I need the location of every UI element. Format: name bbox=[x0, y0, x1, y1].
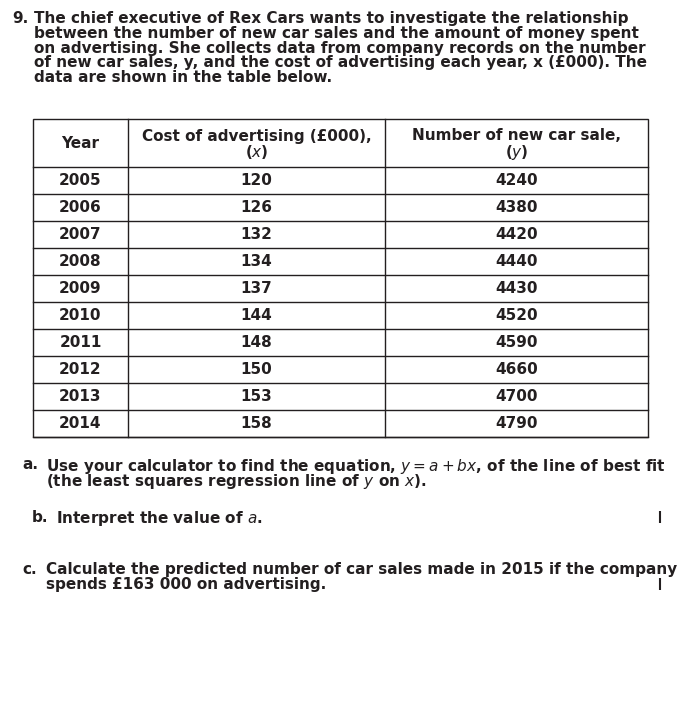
Text: c.: c. bbox=[22, 562, 37, 577]
Text: between the number of new car sales and the amount of money spent: between the number of new car sales and … bbox=[34, 26, 639, 41]
Text: on advertising. She collects data from company records on the number: on advertising. She collects data from c… bbox=[34, 41, 645, 56]
Text: 4700: 4700 bbox=[495, 389, 538, 404]
Text: 4420: 4420 bbox=[495, 227, 538, 242]
Text: 9.: 9. bbox=[12, 11, 29, 26]
Text: 158: 158 bbox=[241, 416, 273, 431]
Text: 4240: 4240 bbox=[495, 173, 538, 188]
Text: 2012: 2012 bbox=[59, 362, 102, 377]
Text: 4440: 4440 bbox=[495, 254, 538, 269]
Text: 2006: 2006 bbox=[59, 200, 102, 215]
Text: 2014: 2014 bbox=[59, 416, 102, 431]
Text: 4520: 4520 bbox=[495, 308, 538, 323]
Text: 2010: 2010 bbox=[59, 308, 102, 323]
Text: 132: 132 bbox=[241, 227, 273, 242]
Text: Interpret the value of $a$.: Interpret the value of $a$. bbox=[56, 510, 262, 528]
Text: 2005: 2005 bbox=[59, 173, 102, 188]
Text: Calculate the predicted number of car sales made in 2015 if the company: Calculate the predicted number of car sa… bbox=[46, 562, 677, 577]
Text: Year: Year bbox=[61, 136, 99, 151]
Text: ($x$): ($x$) bbox=[245, 143, 269, 161]
Text: Number of new car sale,: Number of new car sale, bbox=[412, 128, 621, 143]
Text: 150: 150 bbox=[241, 362, 273, 377]
Text: 2011: 2011 bbox=[59, 335, 102, 350]
Text: 2013: 2013 bbox=[59, 389, 102, 404]
Text: 4660: 4660 bbox=[495, 362, 538, 377]
Text: 134: 134 bbox=[241, 254, 273, 269]
Text: data are shown in the table below.: data are shown in the table below. bbox=[34, 70, 332, 85]
Text: 126: 126 bbox=[241, 200, 273, 215]
Text: a.: a. bbox=[22, 457, 38, 472]
Text: 120: 120 bbox=[241, 173, 273, 188]
Text: 4430: 4430 bbox=[495, 281, 538, 296]
Text: 153: 153 bbox=[241, 389, 273, 404]
Bar bbox=[33, 119, 648, 437]
Text: 144: 144 bbox=[241, 308, 273, 323]
Text: Use your calculator to find the equation, $y = a + bx$, of the line of best fit: Use your calculator to find the equation… bbox=[46, 457, 666, 476]
Text: 2008: 2008 bbox=[59, 254, 102, 269]
Text: 137: 137 bbox=[241, 281, 273, 296]
Text: ($y$): ($y$) bbox=[505, 143, 528, 161]
Text: The chief executive of Rex Cars wants to investigate the relationship: The chief executive of Rex Cars wants to… bbox=[34, 11, 628, 26]
Text: 2007: 2007 bbox=[59, 227, 102, 242]
Text: spends £163 000 on advertising.: spends £163 000 on advertising. bbox=[46, 577, 326, 592]
Text: 2009: 2009 bbox=[59, 281, 102, 296]
Text: 4380: 4380 bbox=[495, 200, 538, 215]
Text: Cost of advertising (£000),: Cost of advertising (£000), bbox=[141, 128, 371, 143]
Text: b.: b. bbox=[32, 510, 48, 525]
Text: (the least squares regression line of $y$ on $x$).: (the least squares regression line of $y… bbox=[46, 472, 427, 491]
Text: 4790: 4790 bbox=[495, 416, 538, 431]
Text: of new car sales, y, and the cost of advertising each year, x (£000). The: of new car sales, y, and the cost of adv… bbox=[34, 55, 647, 70]
Text: 148: 148 bbox=[241, 335, 273, 350]
Text: 4590: 4590 bbox=[495, 335, 538, 350]
